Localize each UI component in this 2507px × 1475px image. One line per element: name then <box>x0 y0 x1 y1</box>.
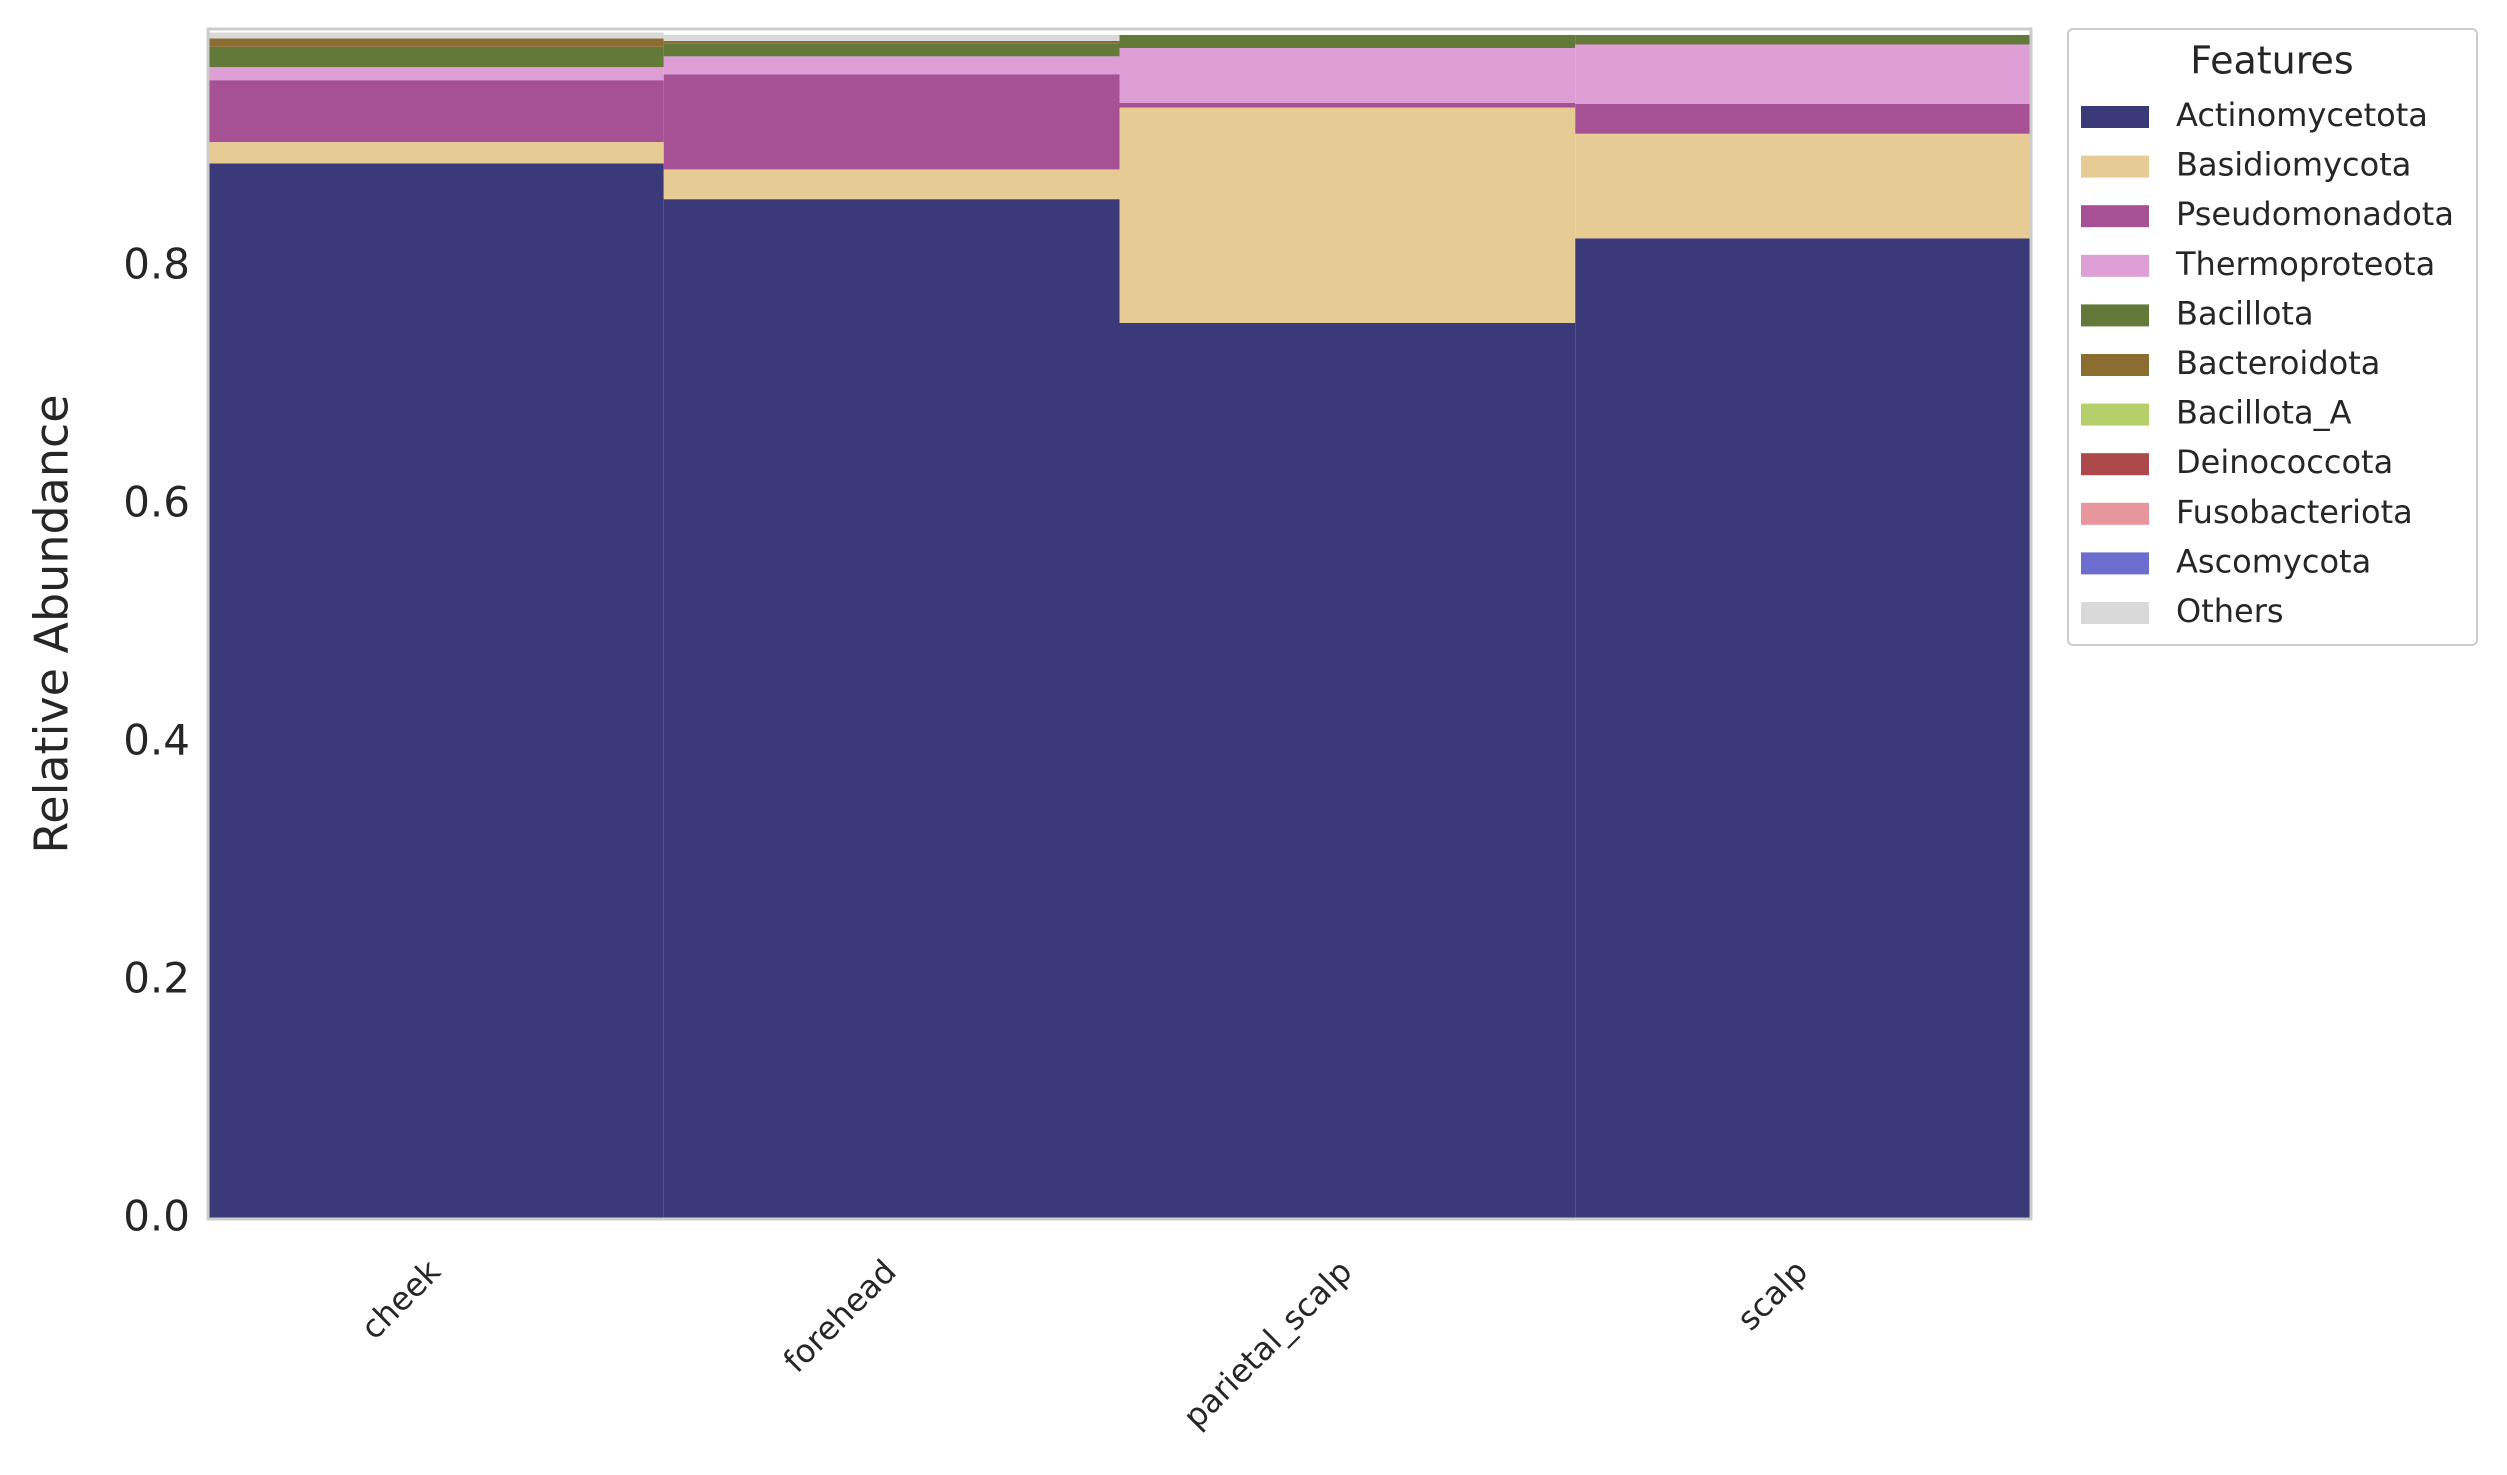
legend-swatch <box>2081 602 2149 624</box>
legend-swatch <box>2081 304 2149 327</box>
legend-swatch <box>2081 552 2149 575</box>
legend-label: Bacillota_A <box>2176 394 2352 432</box>
bar-segment <box>1575 34 2031 45</box>
x-tick-label: cheek <box>353 1252 448 1347</box>
legend-label: Deinococcota <box>2176 443 2393 481</box>
legend-swatch <box>2081 453 2149 476</box>
y-axis-label: Relative Abundance <box>25 394 79 853</box>
legend-swatch <box>2081 106 2149 128</box>
x-tick-label: scalp <box>1730 1252 1816 1338</box>
bar-segment <box>208 80 664 143</box>
bar-segment <box>1119 48 1576 103</box>
bar-segment <box>1575 133 2031 239</box>
bar-segment <box>208 32 664 39</box>
legend-label: Bacillota <box>2176 294 2314 332</box>
y-tick-label: 0.2 <box>123 954 190 1003</box>
legend-label: Ascomycota <box>2176 542 2371 580</box>
legend-title: Features <box>2190 39 2353 83</box>
bar-segment <box>663 199 1120 1220</box>
bar-segment <box>663 34 1120 41</box>
bar-segment <box>1119 102 1576 108</box>
bar-segment <box>1575 103 2031 134</box>
legend-swatch <box>2081 205 2149 228</box>
bar-segment <box>663 74 1120 170</box>
y-tick-label: 0.6 <box>123 478 190 527</box>
legend-swatch <box>2081 155 2149 178</box>
y-tick-label: 0.8 <box>123 240 190 289</box>
legend-swatch <box>2081 502 2149 525</box>
bar-segment <box>1575 44 2031 104</box>
x-tick-label: forehead <box>776 1252 904 1380</box>
bar-segment <box>208 46 664 68</box>
x-tick-label: parietal_scalp <box>1176 1252 1360 1436</box>
bar-segment <box>663 169 1120 200</box>
legend-box <box>2067 28 2478 646</box>
legend-swatch <box>2081 254 2149 277</box>
legend-swatch <box>2081 354 2149 376</box>
legend-label: Pseudomonadota <box>2176 195 2454 233</box>
bar-segment <box>208 163 664 1220</box>
bar-segment <box>1119 322 1576 1219</box>
bar-segment <box>663 40 1120 44</box>
bar-segment <box>1575 238 2031 1219</box>
bar-segment <box>663 43 1120 57</box>
y-tick-label: 0.0 <box>123 1192 190 1241</box>
legend-label: Bacteroidota <box>2176 344 2380 382</box>
bar-segment <box>1119 34 1576 49</box>
bar-segment <box>208 142 664 164</box>
legend-label: Others <box>2176 592 2284 630</box>
legend-label: Basidiomycota <box>2176 146 2411 184</box>
bar-segment <box>663 56 1120 75</box>
legend-label: Fusobacteriota <box>2176 493 2413 531</box>
legend-label: Actinomycetota <box>2176 96 2428 134</box>
plot-frame <box>206 27 2033 1221</box>
bar-segment <box>208 67 664 81</box>
bar-segment <box>208 38 664 47</box>
legend-label: Thermoproteota <box>2175 245 2435 283</box>
bar-segment <box>1119 107 1576 323</box>
legend-swatch <box>2081 403 2149 426</box>
y-tick-label: 0.4 <box>123 716 190 765</box>
